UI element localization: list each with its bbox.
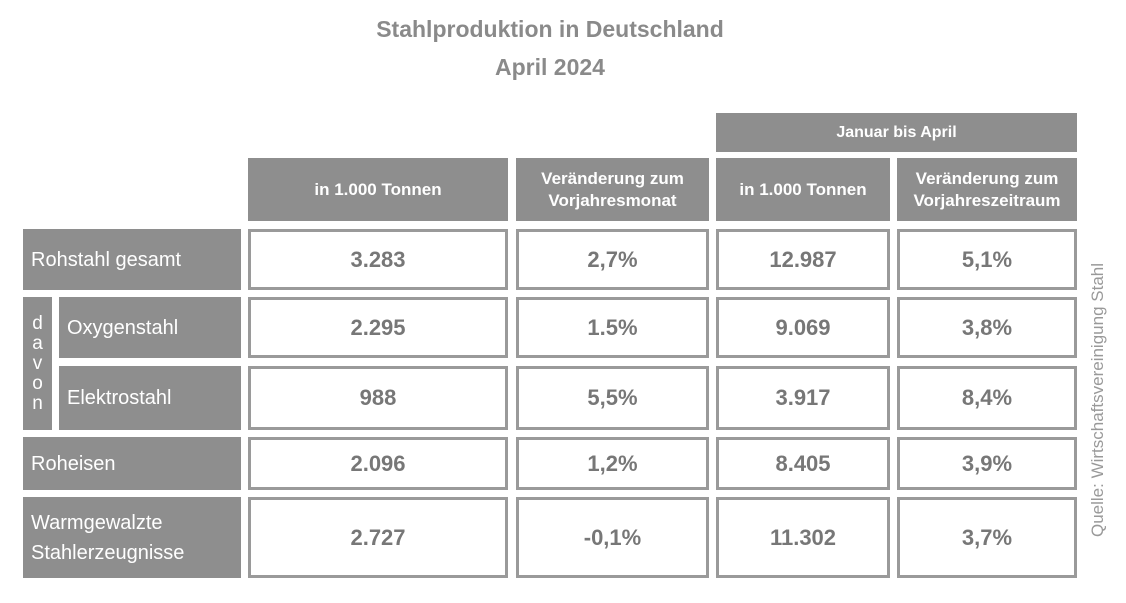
table-cell: -0,1% (516, 497, 709, 578)
row-label: Oxygenstahl (59, 297, 241, 358)
column-header: Veränderung zum Vorjahreszeitraum (897, 158, 1077, 221)
column-header: in 1.000 Tonnen (248, 158, 508, 221)
source-note: Quelle: Wirtschaftsvereinigung Stahl (1088, 262, 1107, 538)
page-title: Stahlproduktion in Deutschland (376, 16, 724, 42)
table-cell: 1.5% (516, 297, 709, 358)
table-cell: 3.917 (716, 366, 890, 430)
table-cell: 5,5% (516, 366, 709, 430)
table-cell: 2.727 (248, 497, 508, 578)
row-label: Roheisen (23, 437, 241, 490)
table-cell: 9.069 (716, 297, 890, 358)
table-cell: 2.096 (248, 437, 508, 490)
column-header: in 1.000 Tonnen (716, 158, 890, 221)
table-cell: 3,9% (897, 437, 1077, 490)
davon-text: davon (27, 313, 48, 413)
table-cell: 12.987 (716, 229, 890, 290)
table-cell: 8.405 (716, 437, 890, 490)
table-cell: 3,8% (897, 297, 1077, 358)
table-cell: 11.302 (716, 497, 890, 578)
row-label: Rohstahl gesamt (23, 229, 241, 290)
table-cell: 8,4% (897, 366, 1077, 430)
table-cell: 1,2% (516, 437, 709, 490)
table-cell: 5,1% (897, 229, 1077, 290)
row-label: Elektrostahl (59, 366, 241, 430)
page-subtitle: April 2024 (495, 54, 605, 80)
table-cell: 988 (248, 366, 508, 430)
table-cell: 3,7% (897, 497, 1077, 578)
table-cell: 3.283 (248, 229, 508, 290)
group-header: Januar bis April (716, 113, 1077, 152)
davon-label: davon (23, 297, 52, 430)
table-cell: 2.295 (248, 297, 508, 358)
column-header: Veränderung zum Vorjahresmonat (516, 158, 709, 221)
row-label: Warmgewalzte Stahlerzeugnisse (23, 497, 241, 578)
table-cell: 2,7% (516, 229, 709, 290)
